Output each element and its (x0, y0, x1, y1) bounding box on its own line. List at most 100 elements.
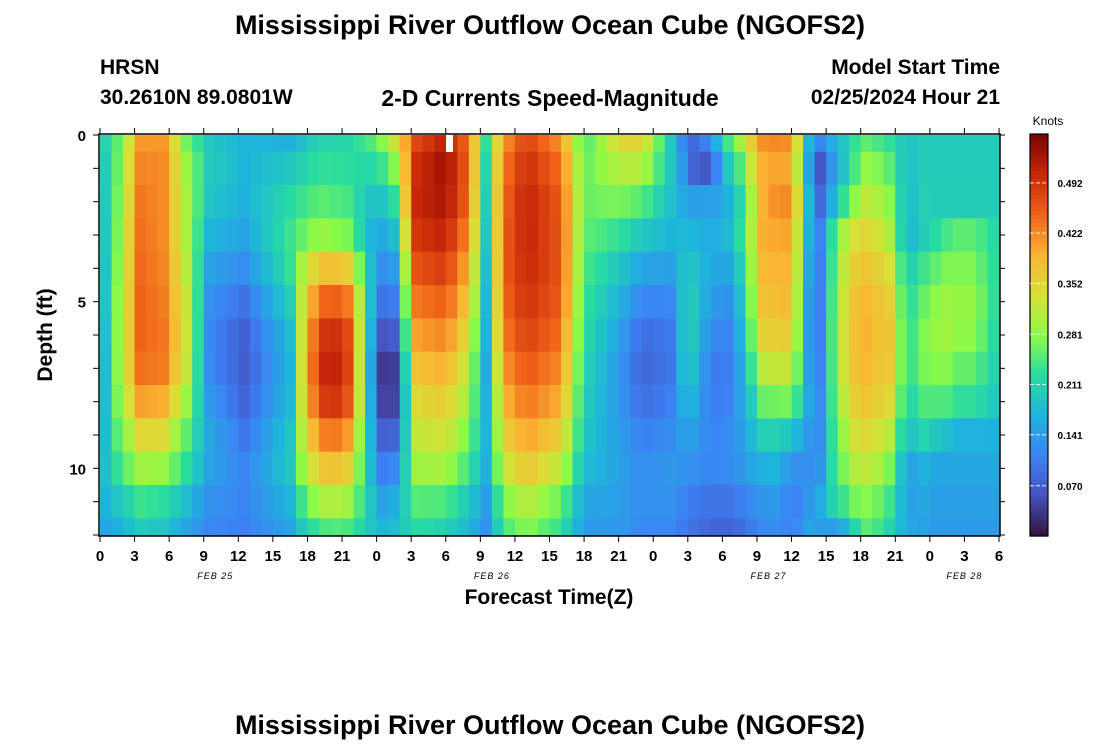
x-tick-label: 15 (541, 548, 558, 565)
heatmap-cell (849, 518, 862, 536)
heatmap-cell (134, 351, 147, 386)
heatmap-cell (722, 285, 735, 319)
heatmap-cell (687, 135, 700, 153)
heatmap-cell (676, 251, 689, 286)
heatmap-cell (422, 135, 435, 153)
heatmap-cell (434, 218, 447, 253)
heatmap-cell (549, 518, 562, 536)
heatmap-cell (111, 135, 124, 153)
heatmap-cell (434, 318, 447, 353)
heatmap-cell (964, 218, 977, 253)
heatmap-cell (503, 485, 516, 519)
colorbar-segment (1030, 162, 1048, 167)
heatmap-cell (653, 451, 666, 486)
heatmap-cell (399, 485, 412, 519)
heatmap-cell (503, 385, 516, 419)
heatmap-cell (952, 151, 966, 186)
heatmap-cell (100, 451, 113, 486)
heatmap-cell (157, 351, 170, 386)
heatmap-cell (226, 135, 239, 153)
x-tick-label: 3 (960, 548, 968, 565)
heatmap-cell (399, 151, 412, 186)
colorbar-segment (1030, 383, 1048, 388)
heatmap-cell (353, 385, 366, 419)
model-start-label: Model Start Time (831, 56, 1000, 79)
heatmap-cell (607, 351, 620, 386)
heatmap-cell (653, 251, 666, 286)
x-tick-label: 18 (299, 548, 316, 565)
heatmap-cell (307, 351, 320, 386)
heatmap-cell (284, 151, 297, 186)
heatmap-cell (964, 485, 977, 519)
heatmap-cell (630, 151, 643, 186)
heatmap-cell (964, 285, 977, 319)
heatmap-cell (330, 251, 343, 286)
heatmap-cell (388, 151, 401, 186)
heatmap-cell (272, 418, 286, 453)
heatmap-cell (318, 418, 332, 453)
heatmap-cell (584, 351, 597, 386)
colorbar-segment (1030, 158, 1048, 163)
heatmap-cell (295, 351, 309, 386)
heatmap-cell (895, 251, 908, 286)
heatmap-cell (791, 285, 804, 319)
heatmap-cell (860, 185, 873, 219)
heatmap-cell (860, 385, 873, 419)
heatmap-cell (157, 485, 170, 519)
heatmap-cell (134, 451, 147, 486)
heatmap-cell (952, 351, 966, 386)
heatmap-cell (342, 485, 355, 519)
colorbar-segment (1030, 475, 1048, 481)
heatmap-cell (238, 418, 251, 453)
heatmap-cell (549, 218, 562, 253)
heatmap-cell (918, 451, 931, 486)
colorbar-segment (1030, 491, 1048, 497)
heatmap-cell (987, 451, 1000, 486)
heatmap-cell (872, 151, 885, 186)
heatmap-cell (123, 418, 136, 453)
heatmap-cell (376, 251, 389, 286)
heatmap-cell (883, 385, 896, 419)
heatmap-cell (480, 351, 493, 386)
heatmap-cell (376, 385, 389, 419)
heatmap-cell (457, 135, 470, 153)
heatmap-cell (710, 418, 723, 453)
heatmap-cell (987, 385, 1000, 419)
heatmap-cell (964, 351, 977, 386)
heatmap-cell (365, 418, 378, 453)
heatmap-cell (618, 351, 631, 386)
heatmap-cell (756, 451, 770, 486)
heatmap-cell (906, 351, 919, 386)
colorbar-segment (1030, 266, 1048, 272)
heatmap-cell (803, 135, 816, 153)
heatmap-cell (146, 151, 159, 186)
x-tick-label: 3 (684, 548, 692, 565)
heatmap-cell (330, 185, 343, 219)
heatmap-cell (411, 485, 424, 519)
heatmap-cell (388, 135, 401, 153)
heatmap-cell (157, 385, 170, 419)
heatmap-cell (733, 418, 747, 453)
heatmap-cell (630, 285, 643, 319)
heatmap-cell (814, 135, 827, 153)
heatmap-cell (756, 185, 770, 219)
heatmap-cell (169, 318, 182, 353)
heatmap-cell (756, 285, 770, 319)
heatmap-cell (572, 485, 585, 519)
heatmap-cell (837, 451, 850, 486)
heatmap-cell (872, 418, 885, 453)
heatmap-cell (111, 451, 124, 486)
colorbar-segment (1030, 154, 1048, 159)
heatmap-cell (745, 351, 758, 386)
heatmap-cell (814, 451, 827, 486)
colorbar-tick-label: 0.352 (1057, 279, 1082, 290)
heatmap-cell (457, 218, 470, 253)
heatmap-cell (860, 251, 873, 286)
heatmap-cell (653, 518, 666, 536)
heatmap-cell (215, 451, 228, 486)
heatmap-cell (549, 451, 562, 486)
heatmap-cell (803, 185, 816, 219)
heatmap-cell (618, 485, 631, 519)
heatmap-cell (929, 485, 942, 519)
heatmap-cell (814, 218, 827, 253)
